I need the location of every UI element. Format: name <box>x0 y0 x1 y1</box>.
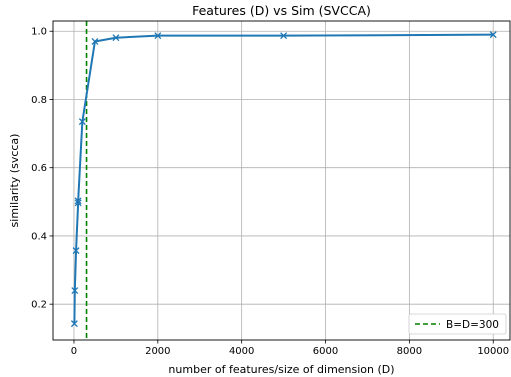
data-point-marker <box>72 247 80 255</box>
plot-frame <box>52 20 511 341</box>
data-point-marker <box>74 199 82 207</box>
data-point-marker <box>78 118 86 126</box>
x-tick-label: 10000 <box>477 346 509 357</box>
data-point-marker <box>71 287 79 294</box>
y-tick-label: 0.4 <box>31 231 47 242</box>
y-tick-label: 1.0 <box>31 27 47 38</box>
y-tick-label: 0.6 <box>31 163 47 174</box>
chart-title: Features (D) vs Sim (SVCCA) <box>192 3 371 18</box>
data-point-marker <box>91 38 99 45</box>
series-line <box>73 33 494 324</box>
y-tick-label: 0.2 <box>31 300 47 311</box>
legend-label-reference-line: B=D=300 <box>446 319 499 331</box>
legend-box <box>408 313 507 335</box>
data-point-marker <box>489 31 497 39</box>
data-point-marker <box>280 32 288 40</box>
x-tick-label: 0 <box>71 346 77 357</box>
x-axis-label: number of features/size of dimension (D) <box>168 363 394 376</box>
data-point-marker <box>154 32 162 40</box>
data-point-marker <box>112 34 120 42</box>
x-axis-ticks: 0 2000 4000 6000 8000 10000 <box>71 340 509 357</box>
legend: B=D=300 <box>408 313 507 335</box>
series-layer <box>70 31 497 328</box>
y-axis-ticks: 0.2 0.4 0.6 0.8 1.0 <box>31 27 53 311</box>
x-tick-label: 8000 <box>397 346 422 357</box>
x-tick-label: 6000 <box>313 346 338 357</box>
grid-layer <box>53 21 510 340</box>
data-point-marker <box>74 197 82 205</box>
data-point-marker <box>70 320 78 328</box>
y-tick-label: 0.8 <box>31 95 47 106</box>
y-axis-label: similarity (svcca) <box>8 134 21 228</box>
x-tick-label: 2000 <box>145 346 170 357</box>
x-tick-label: 4000 <box>229 346 254 357</box>
